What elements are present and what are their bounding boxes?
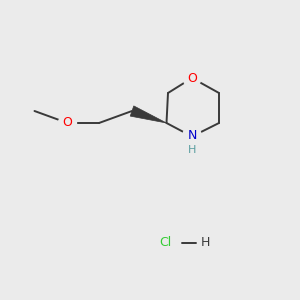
Circle shape: [182, 127, 202, 146]
Text: O: O: [187, 71, 197, 85]
Text: Cl: Cl: [159, 236, 171, 250]
Polygon shape: [130, 106, 166, 123]
Text: N: N: [187, 129, 197, 142]
Text: H: H: [188, 145, 196, 155]
Text: O: O: [63, 116, 72, 130]
Text: H: H: [201, 236, 210, 250]
Circle shape: [183, 69, 201, 87]
Circle shape: [58, 114, 76, 132]
